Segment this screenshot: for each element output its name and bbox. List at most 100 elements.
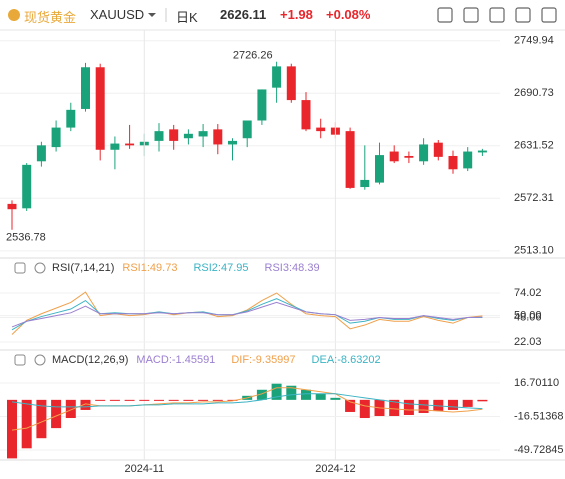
y-tick-label: 2631.52: [514, 140, 554, 152]
candle-body: [345, 131, 355, 188]
gold-icon: [8, 9, 20, 21]
candle-body: [169, 129, 179, 141]
series-line: [11, 298, 483, 331]
macd-bar: [95, 399, 106, 401]
candle-body: [242, 120, 252, 139]
symbol[interactable]: XAUUSD: [90, 7, 145, 22]
y-tick-label: 74.02: [514, 287, 542, 299]
y-tick-label: 2572.31: [514, 192, 554, 204]
tool-icon[interactable]: [437, 7, 453, 23]
candle-body: [228, 140, 237, 145]
high-annotation: 2726.26: [233, 50, 273, 62]
legend-entry: RSI348.39: [265, 262, 328, 274]
macd-bar: [51, 399, 62, 429]
change: +1.98: [280, 7, 313, 22]
legend-name: RSI2: [193, 262, 218, 274]
legend-entry: RSI149.73: [122, 262, 185, 274]
legend-value: -9.35997: [249, 354, 296, 366]
macd-bar: [286, 385, 297, 400]
macd-bar: [168, 399, 179, 401]
candle-body: [433, 142, 443, 157]
legend-name: DEA: [311, 354, 335, 366]
y-tick-label: -16.51368: [514, 410, 564, 422]
macd-bar: [7, 399, 17, 459]
series-line: [11, 387, 483, 431]
rsi-legend: RSI(7,14,21) RSI149.73 RSI247.95 RSI348.39: [52, 262, 336, 274]
macd-bar: [212, 399, 223, 401]
series-line: [11, 393, 483, 410]
instrument-name: 现货黄金: [24, 10, 77, 25]
macd-bar: [315, 393, 326, 400]
candle-body: [95, 67, 105, 150]
low-annotation: 2536.78: [6, 232, 46, 244]
candle-body: [286, 66, 296, 101]
tool-icon[interactable]: [489, 7, 505, 23]
macd-legend: MACD(12,26,9)MACD-1.45591DIF-9.35997DEA-…: [52, 354, 397, 366]
candle-body: [51, 127, 61, 148]
settings-icon[interactable]: [34, 354, 46, 366]
legend-name: MACD: [136, 354, 169, 366]
y-tick-label: 22.03: [514, 336, 542, 348]
candle-body: [125, 143, 135, 146]
macd-bar: [433, 399, 444, 411]
legend-name: RSI1: [122, 262, 147, 274]
period[interactable]: 日K: [176, 10, 198, 25]
legend-value: -8.63202: [334, 354, 381, 366]
y-tick-label: 50.00: [514, 310, 542, 322]
candle-body: [110, 143, 120, 150]
candle-body: [419, 144, 429, 162]
macd-bar: [21, 399, 32, 449]
candle-body: [198, 131, 208, 137]
candle-body: [360, 179, 370, 188]
macd-bar: [65, 399, 76, 419]
macd-bar: [124, 399, 135, 401]
eye-icon[interactable]: [14, 262, 26, 274]
candle-body: [463, 151, 473, 169]
y-tick-label: 2690.73: [514, 87, 554, 99]
legend-value: 49.73: [147, 262, 178, 274]
macd-bar: [109, 399, 120, 401]
dropdown-icon[interactable]: [148, 13, 156, 17]
candle-body: [301, 100, 311, 130]
candle-body: [272, 66, 282, 88]
y-tick-label: 2749.94: [514, 35, 554, 47]
change-pct: +0.08%: [326, 7, 371, 22]
tool-icon[interactable]: [541, 7, 557, 23]
legend-entry: MACD-1.45591: [136, 354, 223, 366]
macd-bar: [462, 399, 473, 407]
candle-body: [448, 155, 458, 170]
candle-body: [66, 109, 76, 128]
macd-bar: [36, 399, 47, 439]
series-line: [11, 301, 483, 328]
macd-bar: [139, 399, 150, 401]
price: 2626.11: [220, 7, 267, 22]
candle-body: [81, 67, 90, 109]
candle-body: [154, 131, 164, 141]
macd-bar: [418, 399, 429, 413]
candle-body: [375, 155, 384, 183]
candle-body: [404, 155, 414, 158]
y-tick-label: 48.06: [514, 311, 542, 323]
x-tick-label: 2024-12: [315, 463, 355, 475]
macd-bar: [359, 399, 370, 419]
candle-body: [389, 151, 399, 162]
y-tick-label: -49.72845: [514, 444, 564, 456]
legend-value: 48.39: [289, 262, 320, 274]
candle-body: [213, 129, 223, 145]
candle-body: [183, 133, 193, 139]
series-line: [11, 291, 483, 335]
indicator-title: RSI(7,14,21): [52, 262, 115, 274]
macd-bar: [301, 389, 311, 400]
macd-bar: [80, 399, 91, 410]
settings-icon[interactable]: [34, 262, 46, 274]
legend-name: RSI3: [264, 262, 289, 274]
macd-bar: [256, 389, 267, 400]
legend-entry: RSI247.95: [193, 262, 256, 274]
tool-icon[interactable]: [515, 7, 531, 23]
macd-bar: [477, 399, 488, 402]
macd-bar: [330, 397, 341, 400]
eye-icon[interactable]: [14, 354, 26, 366]
tool-icon[interactable]: [463, 7, 479, 23]
legend-entry: DIF-9.35997: [231, 354, 303, 366]
